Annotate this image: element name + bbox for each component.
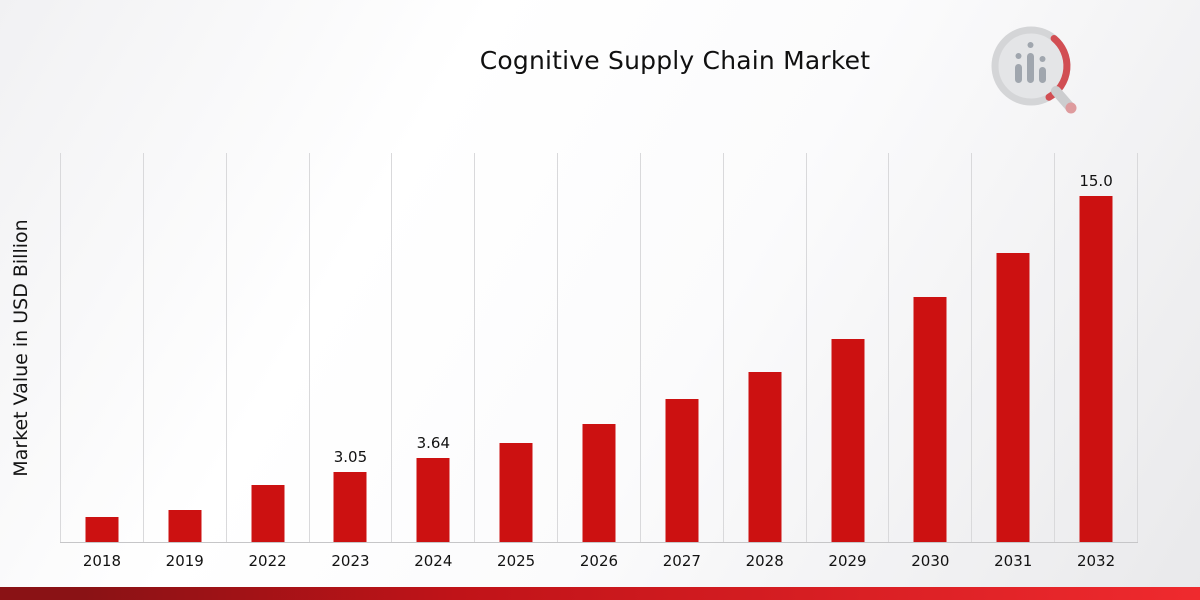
chart-column-2031: 2031 (971, 153, 1054, 570)
x-tick-2023: 2023 (331, 552, 370, 570)
x-tick-2028: 2028 (745, 552, 784, 570)
plot-wrap: 2018 2019 2022 3.05 2023 3.64 2024 2025 2026 2027… (60, 153, 1138, 570)
chart-column-2024: 3.64 2024 (391, 153, 474, 570)
data-label-2023: 3.05 (333, 448, 368, 466)
chart-column-2029: 2029 (805, 153, 889, 570)
chart-column-2032: 15.0 2032 (1054, 153, 1138, 570)
x-tick-2024: 2024 (414, 552, 453, 570)
x-tick-2019: 2019 (165, 552, 204, 570)
bar-2019 (168, 510, 202, 542)
chart-column-2023: 3.05 2023 (308, 153, 392, 570)
x-tick-2025: 2025 (497, 552, 536, 570)
chart-column-2027: 2027 (639, 153, 723, 570)
chart-column-2026: 2026 (557, 153, 640, 570)
bar-2028 (748, 372, 782, 542)
x-tick-2031: 2031 (994, 552, 1033, 570)
x-tick-2022: 2022 (248, 552, 287, 570)
bar-2032 (1079, 196, 1113, 542)
bar-2026 (582, 424, 616, 542)
chart-column-2028: 2028 (722, 153, 806, 570)
bar-2023 (333, 472, 367, 542)
bar-2022 (251, 485, 285, 542)
bar-2029 (831, 339, 865, 542)
bottom-accent-strip (0, 587, 1200, 600)
chart-column-2025: 2025 (474, 153, 557, 570)
x-tick-2030: 2030 (911, 552, 950, 570)
bar-2024 (416, 458, 450, 542)
chart-column-2030: 2030 (888, 153, 971, 570)
data-label-2024: 3.64 (416, 434, 450, 452)
x-tick-2018: 2018 (82, 552, 122, 570)
data-label-2032: 15.0 (1079, 172, 1113, 190)
plot-area: 2018 2019 2022 3.05 2023 3.64 2024 2025 2026 2027… (60, 153, 1138, 570)
x-tick-2032: 2032 (1076, 552, 1116, 570)
bar-2018 (85, 517, 119, 542)
chart-column-2019: 2019 (142, 153, 226, 570)
x-tick-2027: 2027 (662, 552, 701, 570)
bar-2031 (996, 253, 1030, 542)
bar-2027 (665, 399, 699, 542)
chart-column-2022: 2022 (225, 153, 309, 570)
x-tick-2026: 2026 (579, 552, 619, 570)
x-tick-2029: 2029 (828, 552, 867, 570)
chart-column-2018: 2018 (60, 153, 143, 570)
chart-title: Cognitive Supply Chain Market (479, 46, 871, 75)
bar-2030 (913, 297, 947, 542)
bar-2025 (499, 443, 533, 542)
y-axis-label: Market Value in USD Billion (10, 219, 32, 477)
bar-chart-magnifier-logo (991, 26, 1077, 114)
